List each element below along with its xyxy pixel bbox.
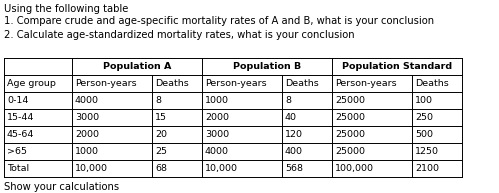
Text: 120: 120 [285,130,303,139]
Text: 3000: 3000 [75,113,99,122]
Text: Person-years: Person-years [75,79,137,88]
Text: 4000: 4000 [75,96,99,105]
Text: >65: >65 [7,147,27,156]
Text: 45-64: 45-64 [7,130,34,139]
Text: Total: Total [7,164,29,173]
Text: 100,000: 100,000 [335,164,374,173]
Text: 15-44: 15-44 [7,113,34,122]
Text: 400: 400 [285,147,303,156]
Text: 15: 15 [155,113,167,122]
Text: 25000: 25000 [335,96,365,105]
Text: 1000: 1000 [75,147,99,156]
Text: 568: 568 [285,164,303,173]
Text: 2000: 2000 [75,130,99,139]
Text: Person-years: Person-years [335,79,397,88]
Text: Population A: Population A [103,62,171,71]
Text: Deaths: Deaths [155,79,189,88]
Text: Age group: Age group [7,79,56,88]
Text: 8: 8 [155,96,161,105]
Text: 1. Compare crude and age-specific mortality rates of A and B, what is your concl: 1. Compare crude and age-specific mortal… [4,16,434,26]
Text: 8: 8 [285,96,291,105]
Text: 25000: 25000 [335,147,365,156]
Text: 25: 25 [155,147,167,156]
Text: 68: 68 [155,164,167,173]
Text: 10,000: 10,000 [205,164,238,173]
Text: 2100: 2100 [415,164,439,173]
Text: Deaths: Deaths [285,79,319,88]
Text: 100: 100 [415,96,433,105]
Text: Deaths: Deaths [415,79,449,88]
Text: 3000: 3000 [205,130,229,139]
Text: 250: 250 [415,113,433,122]
Text: 20: 20 [155,130,167,139]
Text: 0-14: 0-14 [7,96,28,105]
Text: 2000: 2000 [205,113,229,122]
Text: 1250: 1250 [415,147,439,156]
Text: 4000: 4000 [205,147,229,156]
Text: Population B: Population B [233,62,301,71]
Text: Show your calculations: Show your calculations [4,183,119,192]
Text: 40: 40 [285,113,297,122]
Text: Using the following table: Using the following table [4,3,128,14]
Text: 500: 500 [415,130,433,139]
Text: 2. Calculate age-standardized mortality rates, what is your conclusion: 2. Calculate age-standardized mortality … [4,30,355,40]
Text: 25000: 25000 [335,130,365,139]
Text: Person-years: Person-years [205,79,266,88]
Text: 10,000: 10,000 [75,164,108,173]
Text: 1000: 1000 [205,96,229,105]
Text: 25000: 25000 [335,113,365,122]
Text: Population Standard: Population Standard [342,62,452,71]
